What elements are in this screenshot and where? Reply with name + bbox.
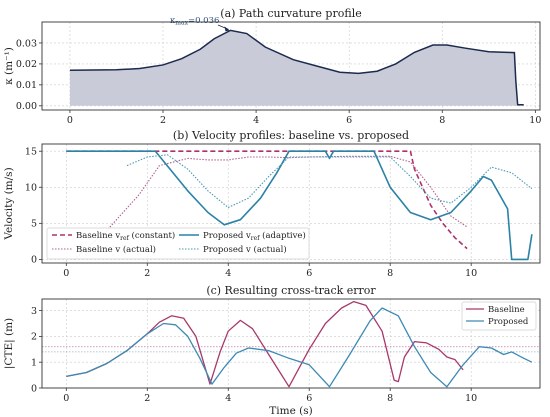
- curvature-area: [69, 30, 524, 106]
- series-b-3: [126, 154, 533, 209]
- y-axis-label: |CTE| (m): [3, 318, 16, 369]
- legend-label: Proposed vref (adaptive): [203, 230, 306, 242]
- panel-a: κmax=0.036 0 2 4 6 8 10 0.00 0.01 0.02 0.03 (a) Pat…: [3, 7, 541, 126]
- legend-label: Proposed: [488, 317, 529, 327]
- y-tick-label: 5: [31, 219, 37, 230]
- plot-frame: [41, 143, 541, 264]
- plot-frame: [41, 298, 541, 389]
- series-b-2: [66, 150, 533, 261]
- y-tick-label: 15: [25, 147, 37, 158]
- x-tick-label: 0: [67, 115, 73, 126]
- x-axis-label: Time (s): [269, 405, 312, 417]
- y-tick-label: 0.00: [16, 101, 37, 112]
- x-tick-label: 8: [439, 115, 445, 126]
- x-tick-label: 0: [63, 393, 69, 404]
- x-tick-label: 2: [144, 268, 150, 279]
- x-tick-label: 8: [387, 268, 393, 279]
- x-tick-label: 2: [144, 393, 150, 404]
- curvature-line: [69, 29, 524, 106]
- x-tick-label: 4: [225, 393, 231, 404]
- y-tick-label: 0: [31, 383, 37, 394]
- panel-b: 0 2 4 6 8 10 0 5 10 15 (b) Velocity profiles: base…: [3, 129, 541, 279]
- y-tick-label: 10: [25, 183, 37, 194]
- series-b-1: [74, 155, 468, 260]
- x-tick-label: 10: [465, 393, 477, 404]
- x-tick-label: 6: [346, 115, 352, 126]
- y-axis-label: κ (m⁻¹): [3, 47, 15, 85]
- x-tick-label: 10: [529, 115, 541, 126]
- x-tick-label: 4: [253, 115, 259, 126]
- x-tick-label: 6: [306, 393, 312, 404]
- legend-label: Baseline: [488, 305, 525, 315]
- x-tick-label: 0: [63, 268, 69, 279]
- legend-box: [46, 227, 310, 260]
- plot-frame: [41, 21, 541, 111]
- y-tick-label: 0.01: [16, 80, 37, 91]
- panel-title: (b) Velocity profiles: baseline vs. prop…: [173, 129, 409, 142]
- series-c-1: [66, 307, 533, 388]
- legend-label: Baseline v (actual): [76, 244, 156, 255]
- panel-c: 0 2 4 6 8 10 0 1 2 3 (c) Resulting cross-track err…: [3, 284, 541, 417]
- series-b-0: [66, 150, 468, 250]
- y-tick-label: 0: [31, 255, 37, 266]
- panel-title: (c) Resulting cross-track error: [206, 284, 376, 297]
- y-tick-label: 0.03: [16, 38, 37, 49]
- y-tick-label: 2: [31, 332, 37, 343]
- y-axis-label: Velocity (m/s): [3, 167, 15, 240]
- y-tick-label: 3: [31, 306, 37, 317]
- panel-title: (a) Path curvature profile: [220, 7, 361, 20]
- series-c-0: [66, 300, 464, 388]
- x-tick-label: 10: [465, 268, 477, 279]
- legend-label: Proposed v (actual): [203, 244, 287, 255]
- y-tick-label: 0.02: [16, 59, 37, 70]
- x-tick-label: 8: [387, 393, 393, 404]
- x-tick-label: 4: [225, 268, 231, 279]
- annotation-arrowhead: [224, 26, 230, 32]
- x-tick-label: 6: [306, 268, 312, 279]
- legend-label: Baseline vref (constant): [76, 230, 175, 242]
- y-tick-label: 1: [31, 358, 37, 369]
- x-tick-label: 2: [160, 115, 166, 126]
- annotation-kappa-max: κmax=0.036: [170, 16, 219, 27]
